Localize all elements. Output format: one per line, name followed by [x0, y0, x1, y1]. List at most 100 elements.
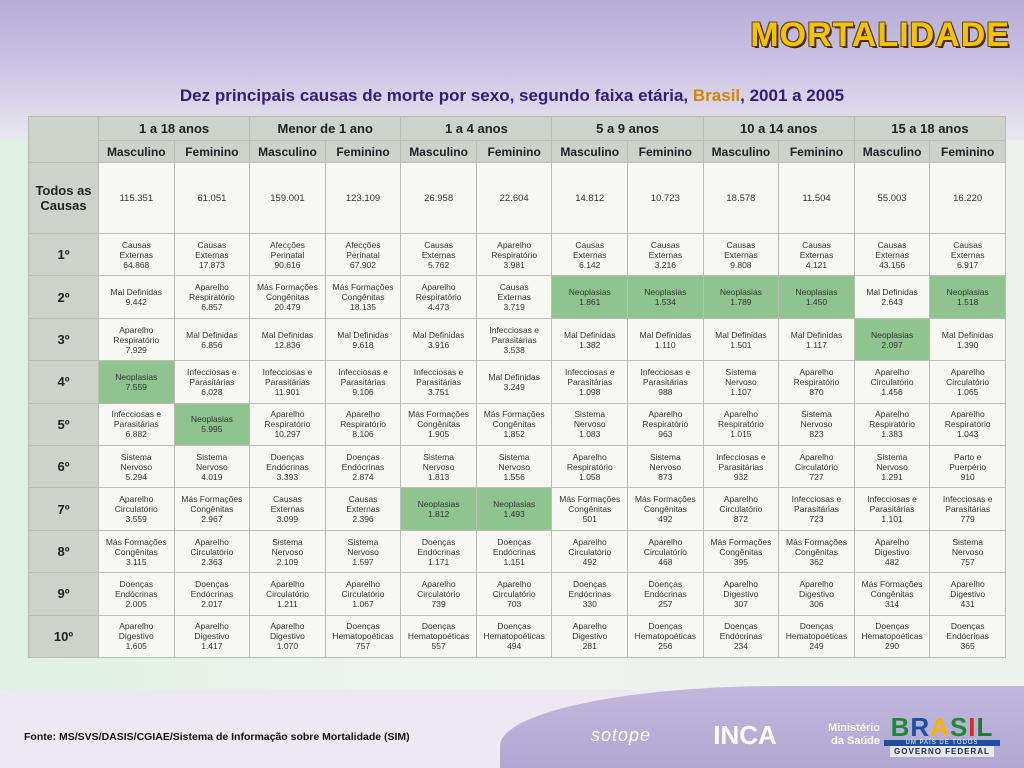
- cause-cell: Aparelho Digestivo 307: [702, 572, 780, 616]
- cause-name: Aparelho Digestivo: [269, 621, 305, 642]
- sotope-logo-text: sotope: [590, 724, 652, 745]
- cause-name: Sistema Nervoso: [876, 451, 908, 472]
- sex-header: Feminino: [324, 140, 402, 163]
- cause-cell: Mal Definidas 3.249: [475, 360, 553, 404]
- age-group-header: 10 a 14 anos: [702, 116, 855, 141]
- death-count: 43.156: [879, 259, 906, 270]
- total-cell: 10.723: [627, 161, 704, 235]
- cause-cell: Causas Externas 2.396: [324, 487, 402, 531]
- death-count: 492: [658, 514, 673, 525]
- death-count: 1.597: [352, 556, 374, 567]
- death-count: 4.019: [201, 471, 223, 482]
- cause-cell: Sistema Nervoso 823: [778, 402, 855, 447]
- death-count: 910: [960, 471, 975, 482]
- total-cell: 11.504: [778, 161, 855, 235]
- cause-cell: Aparelho Circulatório 1.456: [853, 360, 931, 404]
- cause-cell: Aparelho Circulatório 739: [400, 572, 477, 616]
- cause-cell: Causas Externas 9.808: [702, 233, 780, 277]
- cause-name: Neoplasias: [190, 414, 233, 425]
- death-count: 7.559: [125, 381, 147, 392]
- death-count: 4.473: [427, 302, 450, 313]
- cause-cell: Sistema Nervoso 2.109: [249, 529, 326, 574]
- death-count: 1.151: [503, 556, 525, 567]
- cause-name: Aparelho Circulatório: [568, 536, 612, 557]
- cause-cell: Neoplasias 2.097: [853, 317, 931, 362]
- rank-row: 6º Sistema Nervoso 5.294 Sistema Nervoso 4.0…: [28, 445, 1006, 489]
- cause-cell: Neoplasias 1.861: [551, 275, 629, 319]
- cause-name: Aparelho Circulatório: [643, 536, 687, 557]
- death-count: 1.852: [503, 429, 525, 440]
- death-count: 492: [582, 556, 597, 567]
- cause-name: Doenças Endócrinas: [341, 451, 385, 472]
- rank-rows: 1º Causas Externas 64.868 Causas Externas 17…: [28, 233, 1006, 659]
- cause-name: Neoplasias: [568, 287, 611, 298]
- cause-name: Infecciosas e Parasitárias: [187, 366, 237, 387]
- cause-name: Causas Externas: [799, 239, 834, 260]
- cause-cell: Causas Externas 6.917: [929, 233, 1006, 277]
- cause-name: Neoplasias: [795, 287, 838, 298]
- cause-name: Más Formações Congênitas: [559, 494, 621, 515]
- rank-row: 10º Aparelho Digestivo 1.605 Aparelho Diges…: [28, 614, 1006, 659]
- cause-name: Aparelho Respiratório: [113, 324, 160, 345]
- cause-name: Aparelho Circulatório: [492, 578, 536, 599]
- cause-cell: Afecções Perinatal 90.616: [249, 233, 326, 277]
- cause-cell: Aparelho Respiratório 10.297: [249, 402, 326, 447]
- cause-name: Mal Definidas: [186, 329, 238, 340]
- cause-name: Neoplasias: [719, 287, 762, 298]
- total-row: Todos as Causas 115.351 61.051 159.001 123.…: [28, 161, 1006, 235]
- ministerio-saude-logo: Ministério da Saúde: [810, 712, 880, 758]
- page-subtitle: Dez principais causas de morte por sexo,…: [0, 86, 1024, 106]
- rank-row: 8º Más Formações Congênitas 3.115 Aparelho …: [28, 529, 1006, 574]
- death-count: 494: [507, 641, 522, 652]
- cause-name: Mal Definidas: [715, 329, 767, 340]
- death-count: 314: [884, 598, 900, 609]
- cause-cell: Infecciosas e Parasitárias 9.106: [324, 360, 402, 404]
- death-count: 1.117: [806, 339, 827, 350]
- cause-cell: Doenças Endócrinas 330: [551, 572, 629, 616]
- cause-name: Aparelho Circulatório: [190, 536, 234, 557]
- sex-header: Masculino: [400, 140, 477, 163]
- rank-row: 7º Aparelho Circulatório 3.559 Más Formaçõe…: [28, 487, 1006, 531]
- cause-cell: Aparelho Circulatório 703: [475, 572, 553, 616]
- death-count: 1.813: [427, 471, 450, 482]
- total-cell: 61.051: [173, 161, 251, 235]
- death-count: 3.916: [427, 339, 450, 350]
- cause-cell: Doenças Endócrinas 1.171: [400, 529, 477, 574]
- cause-name: Infecciosas e Parasitárias: [716, 451, 766, 472]
- cause-name: Neoplasias: [115, 371, 158, 382]
- cause-cell: Aparelho Respiratório 6.857: [173, 275, 251, 319]
- total-label: Todos as Causas: [28, 161, 99, 235]
- cause-name: Mal Definidas: [639, 329, 692, 340]
- cause-name: Aparelho Respiratório: [718, 409, 764, 430]
- death-count: 256: [658, 641, 673, 652]
- cause-cell: Sistema Nervoso 1.597: [324, 529, 402, 574]
- cause-cell: Aparelho Circulatório 2.363: [173, 529, 251, 574]
- death-count: 18.135: [350, 302, 377, 313]
- death-count: 2.363: [201, 556, 223, 567]
- death-count: 988: [658, 386, 673, 397]
- cause-name: Mal Definidas: [941, 329, 994, 340]
- cause-name: Sistema Nervoso: [347, 536, 379, 557]
- cause-cell: Sistema Nervoso 1.107: [702, 360, 780, 404]
- death-count: 1.083: [579, 429, 601, 440]
- cause-name: Sistema Nervoso: [422, 451, 455, 472]
- death-count: 365: [960, 641, 975, 652]
- death-count: 6.917: [957, 259, 979, 270]
- death-count: 727: [809, 471, 824, 482]
- cause-name: Aparelho Circulatório: [265, 578, 309, 599]
- cause-name: Causas Externas: [648, 239, 683, 260]
- death-count: 1.556: [503, 471, 525, 482]
- cause-cell: Infecciosas e Parasitárias 723: [778, 487, 855, 531]
- sex-header: Masculino: [551, 140, 629, 163]
- brasil-letter: B: [890, 711, 911, 742]
- cause-cell: Doenças Hematopoéticas 557: [400, 614, 477, 659]
- cause-name: Aparelho Respiratório: [566, 451, 613, 472]
- rank-row: 9º Doenças Endócrinas 2.005 Doenças Endócri…: [28, 572, 1006, 616]
- cause-name: Mal Definidas: [261, 329, 314, 340]
- cause-cell: Neoplasias 5.995: [173, 402, 251, 447]
- cause-name: Causas Externas: [119, 239, 154, 260]
- death-count: 6.856: [201, 339, 223, 350]
- death-count: 307: [733, 598, 748, 609]
- death-count: 8.106: [352, 429, 374, 440]
- death-count: 2.967: [201, 514, 223, 525]
